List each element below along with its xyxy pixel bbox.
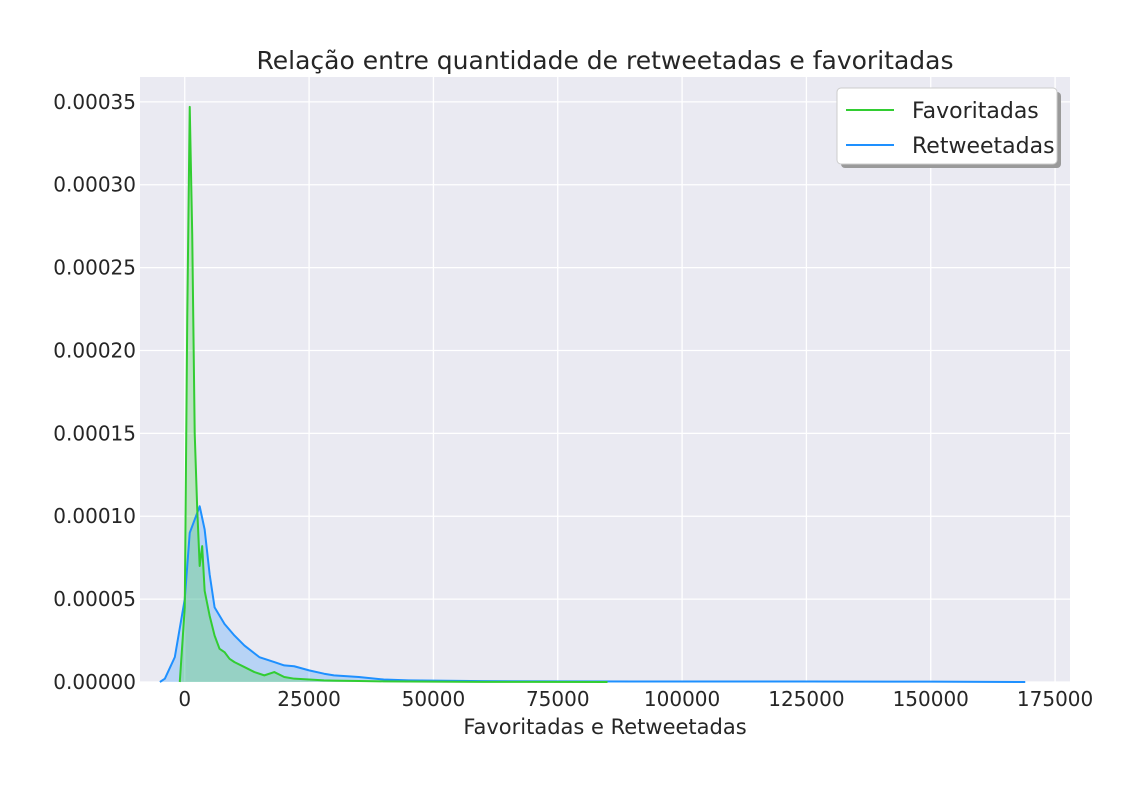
y-tick-label: 0.00025 xyxy=(53,256,136,280)
series-area-retweetadas xyxy=(159,506,1026,682)
plot-background xyxy=(140,77,1070,682)
x-tick-label: 100000 xyxy=(644,687,720,711)
y-tick-label: 0.00015 xyxy=(53,421,136,445)
y-tick-label: 0.00030 xyxy=(53,173,136,197)
x-tick-label: 150000 xyxy=(893,687,969,711)
legend-label-retweetadas: Retweetadas xyxy=(912,134,1055,159)
y-tick-label: 0.00005 xyxy=(53,587,136,611)
x-tick-label: 175000 xyxy=(1017,687,1093,711)
series-line-favoritadas xyxy=(178,105,608,683)
x-axis-title: Favoritadas e Retweetadas xyxy=(463,715,746,739)
y-tick-label: 0.00035 xyxy=(53,90,136,114)
chart-title: Relação entre quantidade de retweetadas … xyxy=(257,46,954,75)
x-tick-label: 0 xyxy=(178,687,191,711)
x-tick-label: 25000 xyxy=(277,687,341,711)
legend-entries: Favoritadas Retweetadas xyxy=(846,99,1055,159)
series-layer xyxy=(159,105,1026,683)
y-tick-labels: 0.00000 0.00005 0.00010 0.00015 0.00020 0.000… xyxy=(53,90,136,694)
y-tick-label: 0.00010 xyxy=(53,504,136,528)
x-tick-label: 75000 xyxy=(526,687,590,711)
grid-lines xyxy=(140,77,1070,683)
legend: Favoritadas Retweetadas xyxy=(836,87,1061,168)
y-tick-label: 0.00000 xyxy=(53,670,136,694)
x-tick-labels: 0 25000 50000 75000 100000 125000 150000 175000 xyxy=(178,687,1093,711)
legend-label-favoritadas: Favoritadas xyxy=(912,99,1039,124)
y-tick-label: 0.00020 xyxy=(53,338,136,362)
x-tick-label: 125000 xyxy=(768,687,844,711)
x-tick-label: 50000 xyxy=(402,687,466,711)
